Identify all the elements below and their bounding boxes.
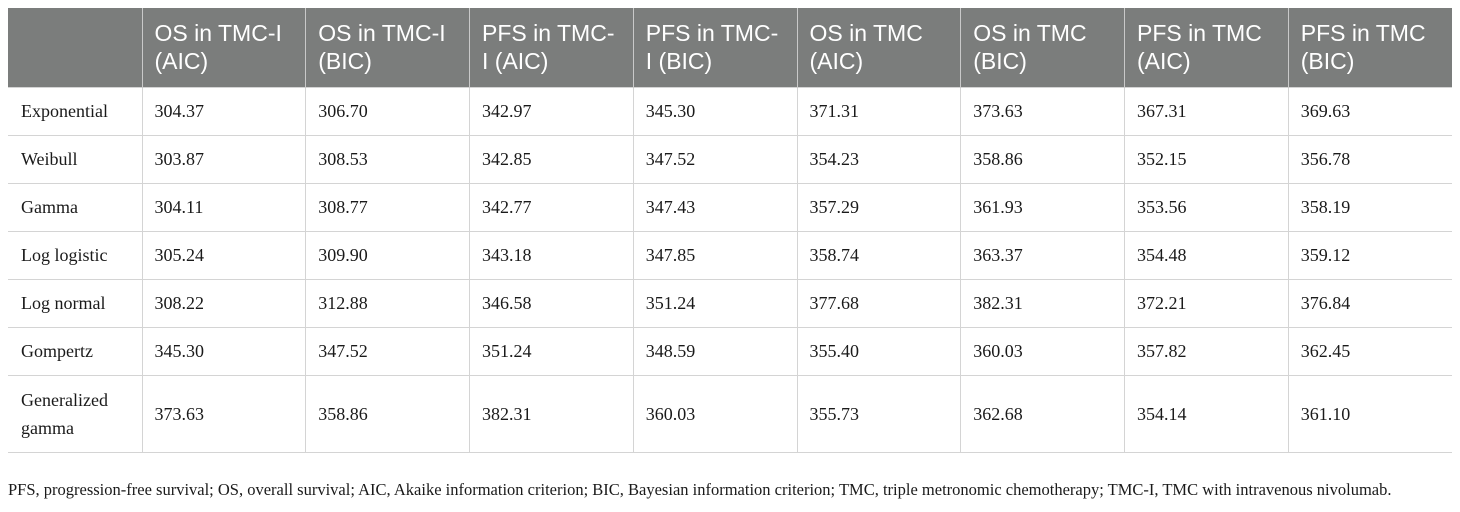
table-cell: 358.86 [305,375,470,453]
table-cell: 354.14 [1124,375,1289,453]
row-label: Generalized gamma [8,375,142,453]
table-cell: 305.24 [141,231,306,280]
table-cell: 357.29 [796,183,961,232]
table-cell: 372.21 [1124,279,1289,328]
table-cell: 351.24 [632,279,797,328]
table-cell: 348.59 [632,327,797,376]
table-cell: 343.18 [469,231,634,280]
table-cell: 355.40 [796,327,961,376]
table-cell: 357.82 [1124,327,1289,376]
header-cell: OS in TMC-I (AIC) [141,8,306,88]
table-cell: 373.63 [141,375,306,453]
table-row: Generalized gamma 373.63 358.86 382.31 3… [8,375,1452,453]
header-cell-corner [8,8,142,88]
table-row: Weibull 303.87 308.53 342.85 347.52 354.… [8,135,1452,184]
table-row: Log normal 308.22 312.88 346.58 351.24 3… [8,279,1452,328]
table-cell: 351.24 [469,327,634,376]
table-cell: 358.74 [796,231,961,280]
row-label: Gamma [8,183,142,232]
row-label: Log logistic [8,231,142,280]
table-cell: 360.03 [632,375,797,453]
table-cell: 355.73 [796,375,961,453]
table-cell: 353.56 [1124,183,1289,232]
table-cell: 342.85 [469,135,634,184]
table-cell: 371.31 [796,87,961,136]
header-cell: OS in TMC (AIC) [796,8,961,88]
table-row: Log logistic 305.24 309.90 343.18 347.85… [8,231,1452,280]
header-cell: PFS in TMC-I (BIC) [632,8,797,88]
table-cell: 360.03 [960,327,1125,376]
table-cell: 304.37 [141,87,306,136]
table-cell: 346.58 [469,279,634,328]
table-cell: 347.85 [632,231,797,280]
table-cell: 369.63 [1287,87,1452,136]
table-cell: 312.88 [305,279,470,328]
model-fit-table: OS in TMC-I (AIC) OS in TMC-I (BIC) PFS … [8,8,1452,453]
table-cell: 358.86 [960,135,1125,184]
row-label: Log normal [8,279,142,328]
table-cell: 347.52 [632,135,797,184]
table-cell: 361.10 [1287,375,1452,453]
header-cell: PFS in TMC-I (AIC) [469,8,634,88]
row-label: Exponential [8,87,142,136]
table-cell: 377.68 [796,279,961,328]
table-cell: 347.43 [632,183,797,232]
table-cell: 382.31 [960,279,1125,328]
table-cell: 358.19 [1287,183,1452,232]
table-cell: 356.78 [1287,135,1452,184]
table-cell: 306.70 [305,87,470,136]
table-row: Gamma 304.11 308.77 342.77 347.43 357.29… [8,183,1452,232]
table-cell: 304.11 [141,183,306,232]
header-cell: PFS in TMC (AIC) [1124,8,1289,88]
table-cell: 361.93 [960,183,1125,232]
table-footnote: PFS, progression-free survival; OS, over… [8,479,1392,499]
table-cell: 362.45 [1287,327,1452,376]
table-cell: 308.53 [305,135,470,184]
table-cell: 354.23 [796,135,961,184]
row-label: Weibull [8,135,142,184]
header-cell: OS in TMC (BIC) [960,8,1125,88]
table-cell: 342.97 [469,87,634,136]
table-cell: 352.15 [1124,135,1289,184]
model-fit-table-container: OS in TMC-I (AIC) OS in TMC-I (BIC) PFS … [8,8,1452,453]
table-cell: 373.63 [960,87,1125,136]
table-cell: 367.31 [1124,87,1289,136]
header-cell: PFS in TMC (BIC) [1287,8,1452,88]
header-cell: OS in TMC-I (BIC) [305,8,470,88]
table-cell: 303.87 [141,135,306,184]
table-cell: 345.30 [632,87,797,136]
table-row: Exponential 304.37 306.70 342.97 345.30 … [8,87,1452,136]
table-cell: 359.12 [1287,231,1452,280]
table-cell: 363.37 [960,231,1125,280]
table-row: Gompertz 345.30 347.52 351.24 348.59 355… [8,327,1452,376]
table-cell: 345.30 [141,327,306,376]
table-cell: 362.68 [960,375,1125,453]
row-label: Gompertz [8,327,142,376]
table-cell: 376.84 [1287,279,1452,328]
table-cell: 342.77 [469,183,634,232]
table-cell: 354.48 [1124,231,1289,280]
table-cell: 308.22 [141,279,306,328]
table-cell: 347.52 [305,327,470,376]
table-cell: 309.90 [305,231,470,280]
table-cell: 308.77 [305,183,470,232]
header-row: OS in TMC-I (AIC) OS in TMC-I (BIC) PFS … [8,8,1452,88]
table-cell: 382.31 [469,375,634,453]
